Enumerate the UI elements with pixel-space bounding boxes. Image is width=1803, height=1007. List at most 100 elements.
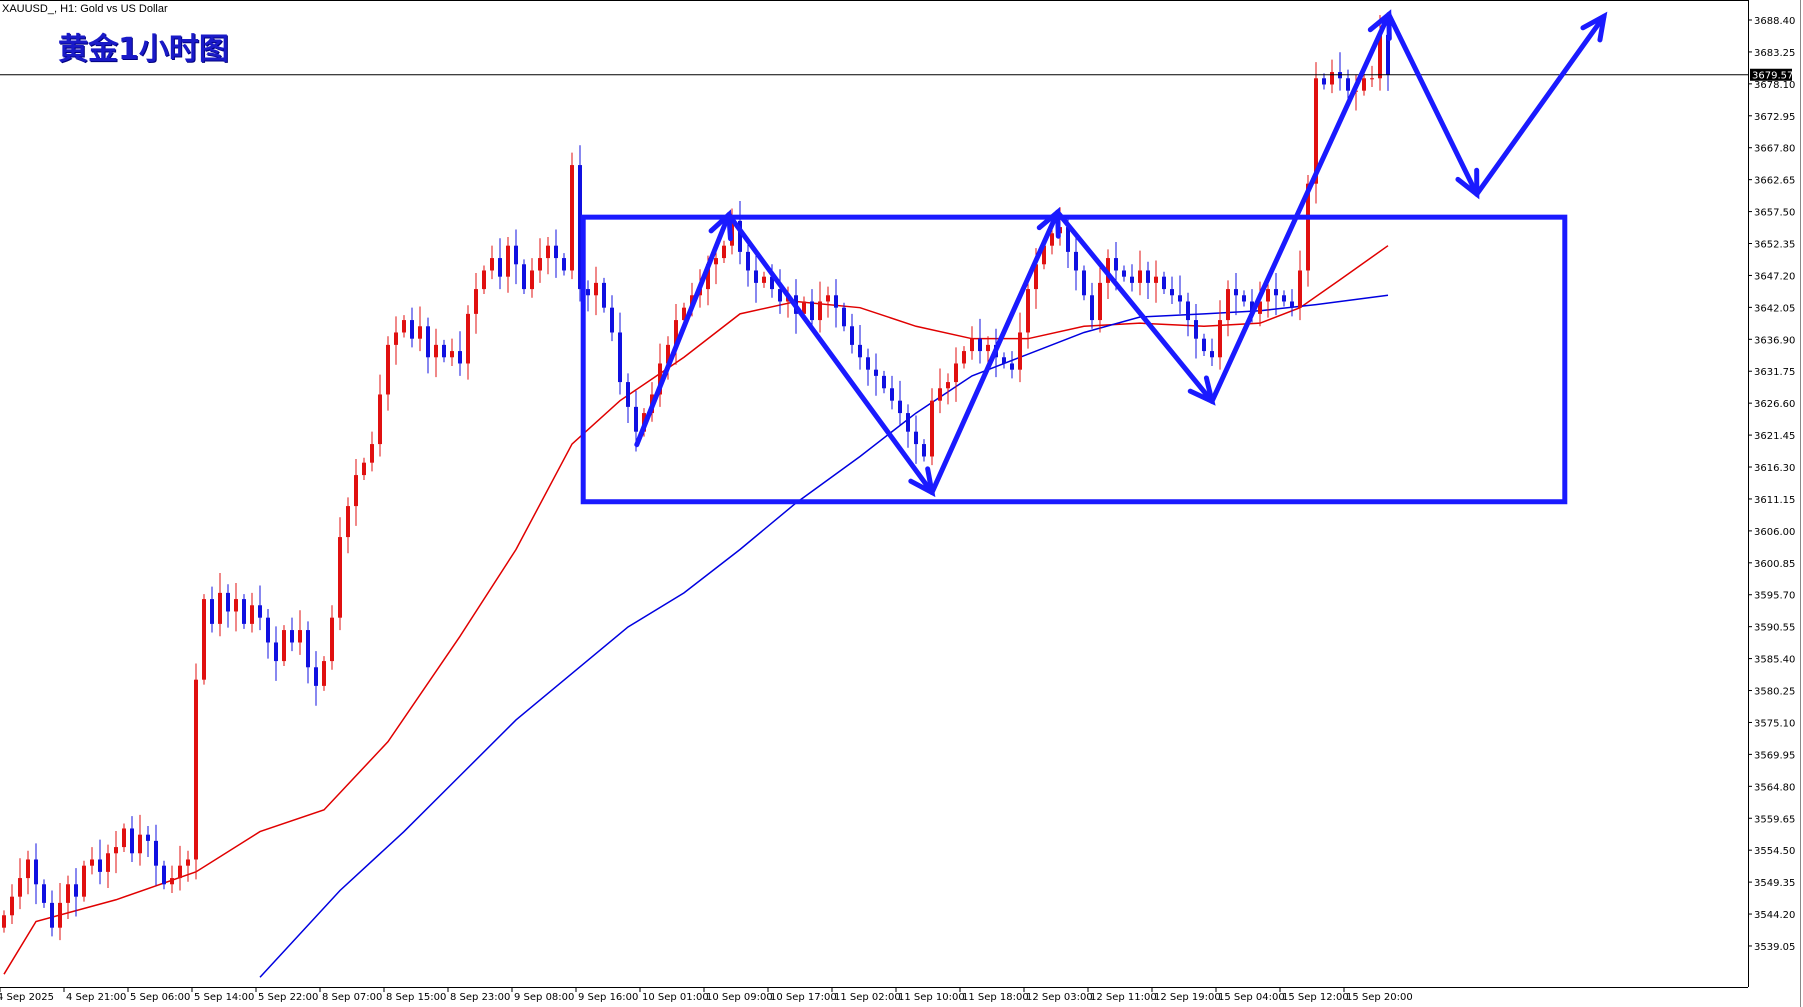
candle (1162, 271, 1166, 295)
candle-body (1162, 276, 1166, 290)
candle-body (1370, 78, 1374, 80)
candle-body (1282, 295, 1286, 302)
candle-body (146, 834, 150, 841)
candle (130, 816, 134, 862)
candle (538, 238, 542, 283)
candle-body (202, 599, 206, 680)
candle-body (570, 165, 574, 271)
candle-body (290, 630, 294, 643)
candle-body (1242, 295, 1246, 302)
candle-body (1298, 270, 1302, 308)
candle-body (738, 220, 742, 252)
candle-body (850, 326, 854, 345)
candle (1194, 303, 1198, 359)
candle-body (194, 679, 198, 860)
candle-body (626, 382, 630, 407)
candle-body (834, 295, 838, 308)
candle-body (1034, 264, 1038, 290)
candle-body (50, 902, 54, 928)
candle-body (1330, 72, 1334, 85)
candle (1290, 289, 1294, 317)
candle-body (594, 282, 598, 296)
candle-body (274, 642, 278, 662)
candle-body (474, 289, 478, 314)
candle-body (1322, 78, 1326, 85)
y-tick-label: 3647.20 (1754, 271, 1795, 282)
candle-body (1386, 34, 1390, 75)
arrowhead-icon (1580, 11, 1608, 43)
candle-body (906, 413, 910, 432)
moving-average-line-1 (3, 245, 1389, 975)
candle (1186, 292, 1190, 337)
candle (210, 586, 214, 633)
y-tick-label: 3662.65 (1754, 176, 1795, 187)
candle-body (314, 667, 318, 686)
candle (1090, 282, 1094, 329)
candle (818, 281, 822, 333)
candle-body (514, 245, 518, 265)
candle (50, 890, 54, 937)
candle-body (450, 351, 454, 358)
candle-body (1122, 270, 1126, 277)
candle-body (138, 834, 142, 854)
candle-body (346, 506, 350, 538)
candle (386, 336, 390, 411)
candle-body (1082, 270, 1086, 296)
candle (370, 431, 374, 472)
candle (1234, 272, 1238, 316)
y-tick-label: 3621.45 (1754, 431, 1795, 442)
x-tick-label: 9 Sep 08:00 (514, 992, 574, 1003)
candle (922, 439, 926, 462)
candle (2, 910, 6, 933)
x-tick-label: 10 Sep 09:00 (706, 992, 773, 1003)
candle (42, 879, 46, 908)
candle (90, 847, 94, 875)
candle (378, 374, 382, 457)
candle (970, 326, 974, 360)
candle-body (170, 878, 174, 885)
candle (106, 844, 110, 888)
candle (1178, 275, 1182, 314)
candle-body (930, 400, 934, 457)
y-tick-label: 3683.25 (1754, 48, 1795, 59)
candle (1370, 65, 1374, 87)
candle (1282, 290, 1286, 307)
candle-body (18, 878, 22, 897)
candle (506, 237, 510, 293)
candle-body (538, 258, 542, 271)
x-tick-label: 11 Sep 10:00 (898, 992, 965, 1003)
candle (178, 845, 182, 891)
candle-body (154, 840, 158, 866)
candle-body (258, 605, 262, 618)
candle-body (602, 282, 606, 308)
candle-body (666, 344, 670, 364)
candle (834, 279, 838, 328)
x-tick-label: 8 Sep 15:00 (386, 992, 446, 1003)
symbol-label: XAUUSD_, H1: Gold vs US Dollar (2, 3, 168, 15)
candle-body (530, 270, 534, 290)
candle-body (1314, 78, 1318, 184)
candle (194, 663, 198, 880)
chart-overlay-title: 黄金1小时图 (58, 32, 229, 67)
candle-body (242, 599, 246, 624)
candle (394, 316, 398, 365)
candle (274, 626, 278, 681)
candle-body (922, 444, 926, 457)
candle-body (1154, 276, 1158, 283)
candle (1378, 15, 1382, 91)
candle (258, 585, 262, 631)
candle (426, 317, 430, 374)
candle (778, 269, 782, 314)
candle-body (26, 859, 30, 879)
y-tick-label: 3544.20 (1754, 910, 1795, 921)
candle-body (2, 915, 6, 928)
candle-body (826, 295, 830, 302)
candle-body (42, 884, 46, 903)
candle (170, 865, 174, 893)
x-tick-label: 4 Sep 2025 (0, 992, 54, 1003)
candle (362, 457, 366, 481)
candle (218, 573, 222, 637)
candle (498, 238, 502, 290)
candle (58, 883, 62, 941)
